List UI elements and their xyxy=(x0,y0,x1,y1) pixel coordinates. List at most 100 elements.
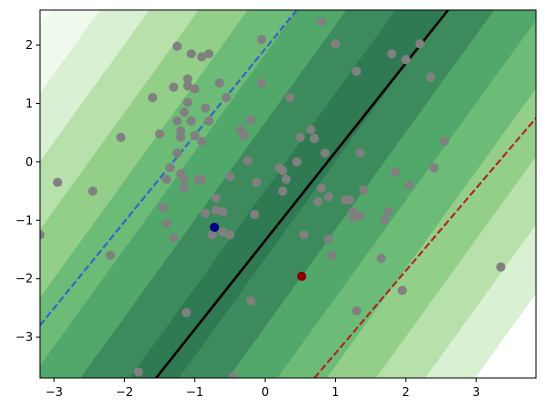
highlight-point-blue xyxy=(209,222,220,232)
contour-band xyxy=(375,156,536,378)
data-point xyxy=(221,93,232,103)
data-point xyxy=(309,133,319,144)
data-point xyxy=(133,367,144,377)
contour-band xyxy=(178,10,495,378)
data-point xyxy=(278,186,288,196)
data-point xyxy=(323,192,334,202)
y-tick-label: −2 xyxy=(15,272,33,286)
data-point xyxy=(257,34,267,44)
data-point xyxy=(239,130,249,141)
contour-band xyxy=(425,224,536,378)
data-point xyxy=(496,262,506,272)
x-axis: −3 −2 −1 0 1 2 3 xyxy=(45,378,480,399)
data-point xyxy=(179,174,189,184)
data-point xyxy=(147,93,158,103)
y-tick-label: 1 xyxy=(25,96,33,110)
contour-band xyxy=(228,10,536,378)
data-point xyxy=(439,136,450,147)
y-tick-label: −3 xyxy=(15,330,33,344)
x-tick-label: −2 xyxy=(116,385,134,399)
y-tick-label: −1 xyxy=(15,213,33,227)
data-point xyxy=(172,148,182,158)
data-point xyxy=(415,39,425,49)
data-point xyxy=(351,306,362,316)
data-point xyxy=(207,230,217,240)
data-point xyxy=(313,196,323,207)
data-point xyxy=(225,230,235,240)
data-point xyxy=(397,285,407,295)
contour-background xyxy=(40,10,536,378)
data-point xyxy=(197,52,207,62)
data-point xyxy=(359,185,369,195)
data-point xyxy=(380,215,390,225)
data-point xyxy=(172,116,182,126)
data-point xyxy=(176,132,186,142)
y-tick-label: 0 xyxy=(25,155,33,169)
scatter-points xyxy=(40,17,506,378)
data-point xyxy=(295,132,305,142)
highlight-point-red xyxy=(297,271,307,281)
data-point xyxy=(387,49,397,59)
data-point xyxy=(186,49,196,59)
data-point xyxy=(183,81,193,91)
data-point xyxy=(344,195,355,205)
data-point xyxy=(190,84,200,94)
data-point xyxy=(88,186,98,196)
data-point xyxy=(281,174,291,184)
data-point xyxy=(285,93,295,103)
data-point xyxy=(355,211,365,221)
contour-band xyxy=(326,88,536,378)
decision-boundary-line xyxy=(155,10,450,378)
data-point xyxy=(278,166,288,176)
data-point xyxy=(292,157,302,167)
x-tick-label: 0 xyxy=(261,385,269,399)
data-point xyxy=(40,230,45,240)
data-point xyxy=(162,218,172,228)
data-point xyxy=(306,125,316,135)
data-point xyxy=(179,183,189,193)
data-point xyxy=(179,107,189,117)
x-tick-label: 3 xyxy=(472,385,480,399)
data-point xyxy=(204,49,214,59)
data-point xyxy=(351,66,362,76)
data-point xyxy=(211,193,221,203)
data-point xyxy=(316,17,327,27)
data-point xyxy=(200,208,210,218)
data-point xyxy=(218,227,228,237)
data-point xyxy=(204,116,214,126)
data-point xyxy=(320,148,330,158)
x-tick-label: −1 xyxy=(186,385,204,399)
data-point xyxy=(246,115,256,125)
data-point xyxy=(404,180,414,190)
margin-line xyxy=(313,117,536,378)
data-point xyxy=(425,72,436,82)
data-point xyxy=(330,39,341,49)
data-point xyxy=(197,136,207,147)
data-point xyxy=(252,177,262,187)
data-point xyxy=(181,307,191,318)
contour-band xyxy=(80,10,397,378)
plot-frame xyxy=(39,9,537,379)
data-point xyxy=(169,233,179,243)
data-point xyxy=(348,212,358,222)
data-point xyxy=(242,156,253,166)
x-tick-label: 1 xyxy=(332,385,340,399)
data-point xyxy=(197,174,207,184)
data-point xyxy=(52,177,63,187)
data-point xyxy=(355,148,365,158)
data-point xyxy=(158,202,168,213)
data-point xyxy=(249,209,260,220)
data-point xyxy=(316,183,327,193)
data-point xyxy=(116,132,126,142)
data-point xyxy=(183,97,193,107)
data-point xyxy=(172,41,182,51)
data-point xyxy=(165,163,175,173)
data-point xyxy=(105,250,115,260)
contour-band xyxy=(40,10,348,378)
data-point xyxy=(218,206,228,217)
data-point xyxy=(162,174,172,184)
data-point xyxy=(225,171,235,182)
data-point xyxy=(183,74,193,84)
data-point xyxy=(186,116,196,126)
